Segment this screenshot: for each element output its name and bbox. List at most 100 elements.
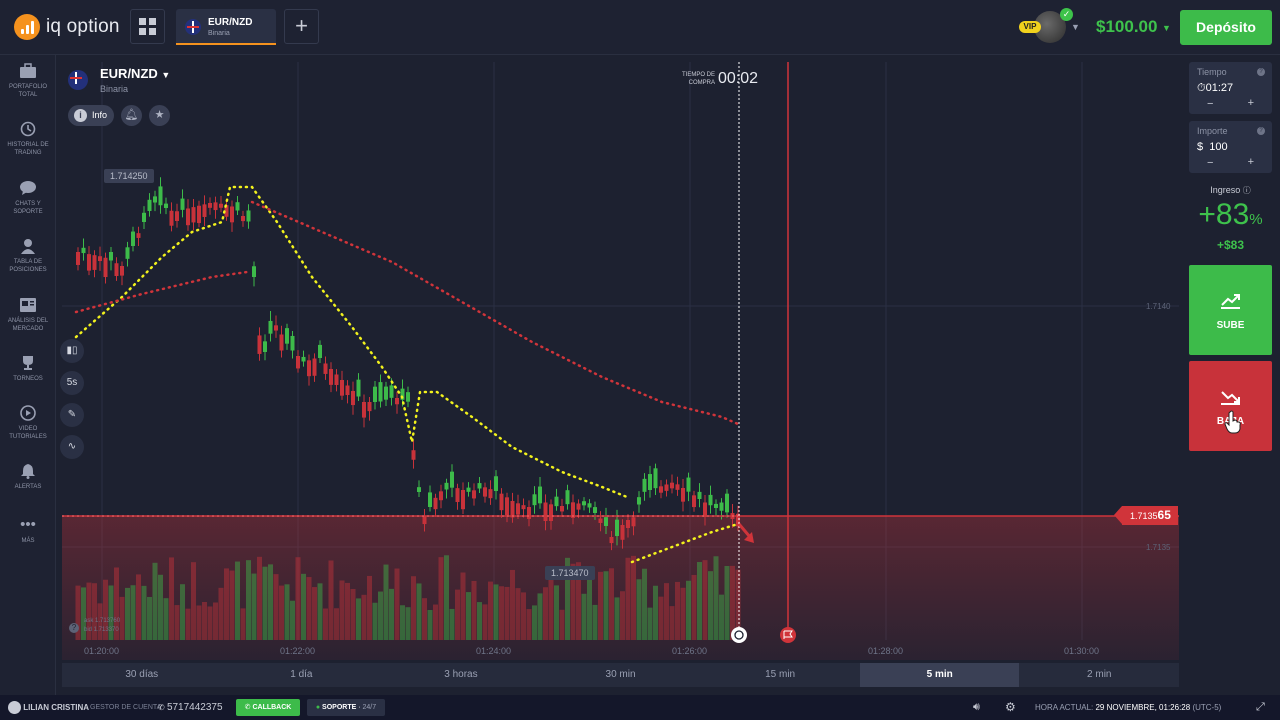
volume-bar	[642, 568, 647, 640]
stopwatch-icon[interactable]	[731, 627, 747, 643]
period-2-min[interactable]: 2 min	[1087, 669, 1112, 680]
volume-bar	[103, 579, 108, 640]
star-icon[interactable]: ★	[149, 105, 170, 126]
volume-bar	[438, 557, 444, 640]
candle	[582, 501, 586, 506]
chart-asset-type: Binaria	[100, 84, 129, 94]
callback-button[interactable]: ✆ CALLBACK	[236, 699, 300, 716]
candle	[609, 537, 614, 544]
chart-type-candles-icon[interactable]: ▮▯	[60, 339, 84, 363]
amount-box[interactable]: Importe ? $ 100 − +	[1189, 121, 1272, 173]
sidebar-item-chat[interactable]: CHATS Y SOPORTE	[0, 180, 56, 216]
asset-tab-eur-nzd[interactable]: EUR/NZD Binaria	[176, 9, 276, 45]
volume-bar	[317, 583, 323, 640]
x-tick-label: 01:22:00	[280, 646, 316, 656]
fullscreen-icon[interactable]: ⤢	[1256, 701, 1265, 713]
candle	[736, 513, 740, 527]
avatar-caret-icon[interactable]: ▼	[1071, 22, 1080, 32]
volume-bar	[521, 592, 526, 640]
price-chart[interactable]	[62, 62, 1179, 660]
balance-value[interactable]: $100.00	[1096, 17, 1158, 36]
pencil-icon[interactable]: ✎	[60, 403, 84, 427]
help-icon[interactable]: ?	[1257, 68, 1265, 76]
candle	[373, 386, 377, 402]
timeframe-button[interactable]: 5s	[60, 371, 84, 395]
volume-bar	[669, 606, 675, 640]
amount-increase-button[interactable]: +	[1247, 156, 1254, 168]
asset-grid-button[interactable]	[130, 9, 165, 44]
help-icon[interactable]: ?	[1257, 127, 1265, 135]
candle	[488, 489, 493, 499]
time-value[interactable]: ⏱01:27	[1197, 82, 1234, 94]
briefcase-icon	[20, 63, 36, 78]
add-asset-button[interactable]: +	[284, 9, 319, 44]
bell-icon[interactable]: 🔔︎	[121, 105, 142, 126]
period-30-min[interactable]: 30 min	[605, 669, 636, 680]
sidebar-item-portfolio[interactable]: PORTAFOLIO TOTAL	[0, 63, 56, 99]
volume-bar	[592, 604, 598, 640]
put-down-button[interactable]: BAJA	[1189, 361, 1272, 451]
chart-asset-name[interactable]: EUR/NZD ▼	[100, 66, 171, 81]
user-name: LILIAN CRISTINA	[23, 703, 90, 712]
volume-bar	[312, 587, 317, 640]
bottom-bar: LILIAN CRISTINA GESTOR DE CUENTA ✆ 57174…	[0, 695, 1280, 720]
logo-text: iq option	[46, 16, 120, 37]
sidebar-item-leaderboard[interactable]: TABLA DE POSICIONES	[0, 238, 56, 274]
candle	[235, 202, 240, 211]
period-1-day[interactable]: 1 día	[290, 669, 313, 680]
candle	[92, 255, 97, 270]
period-15-min[interactable]: 15 min	[765, 669, 796, 680]
phone-number[interactable]: ✆ 5717442375	[158, 702, 223, 713]
sidebar-item-market-analysis[interactable]: ANÁLISIS DEL MERCADO	[0, 297, 56, 333]
period-30-days[interactable]: 30 días	[125, 669, 159, 680]
deal-arrow-icon	[737, 523, 754, 543]
volume-bar	[515, 588, 521, 640]
volume-bar	[301, 573, 306, 640]
sidebar-item-alerts[interactable]: ALERTAS	[0, 463, 56, 491]
chart-down-icon	[1221, 391, 1240, 405]
candle	[554, 496, 559, 507]
time-decrease-button[interactable]: −	[1207, 98, 1214, 110]
support-button[interactable]: ● SOPORTE · 24/7	[307, 699, 385, 716]
volume-bar	[191, 562, 196, 640]
help-icon[interactable]: ⓘ	[1242, 186, 1251, 195]
newspaper-icon	[20, 298, 36, 312]
expiration-time-box[interactable]: Tiempo ? ⏱01:27 − +	[1189, 62, 1272, 114]
chevron-down-icon[interactable]: ▼	[161, 70, 171, 80]
sidebar-item-tournaments[interactable]: TORNEOS	[0, 355, 56, 383]
volume-bar	[108, 585, 114, 640]
time-increase-button[interactable]: +	[1247, 97, 1254, 109]
candle	[648, 474, 652, 490]
volume-bar	[180, 584, 185, 640]
history-icon	[20, 121, 36, 137]
balance-caret-icon[interactable]: ▼	[1162, 23, 1171, 33]
user-info[interactable]: LILIAN CRISTINA	[8, 695, 89, 720]
settings-gear-icon[interactable]: ⚙	[1005, 700, 1016, 714]
finish-flag-icon[interactable]	[780, 627, 796, 643]
volume-bar	[383, 564, 389, 640]
amount-value[interactable]: $ 100	[1197, 141, 1228, 153]
period-5-min[interactable]: 5 min	[859, 663, 1020, 687]
sidebar-item-video-tutorials[interactable]: VIDEO TUTORIALES	[0, 405, 56, 441]
candle	[571, 502, 575, 518]
candle	[714, 503, 718, 508]
sidebar-item-more[interactable]: ••• MÁS	[0, 517, 56, 545]
iq-option-logo[interactable]: iq option	[14, 14, 120, 40]
volume-bar	[416, 583, 422, 640]
deposit-button[interactable]: Depósito	[1180, 10, 1272, 45]
sidebar-item-history[interactable]: HISTORIAL DE TRADING	[0, 121, 56, 157]
candle	[345, 385, 350, 396]
amount-decrease-button[interactable]: −	[1207, 157, 1214, 169]
x-tick-label: 01:30:00	[1064, 646, 1100, 656]
volume-icon[interactable]: 🔊︎	[973, 701, 980, 713]
volume-bar	[295, 557, 301, 640]
x-tick-label: 01:24:00	[476, 646, 512, 656]
candle	[719, 502, 724, 511]
call-up-button[interactable]: SUBE	[1189, 265, 1272, 355]
indicators-icon[interactable]: ∿	[60, 435, 84, 459]
volume-bar	[334, 608, 339, 640]
info-button[interactable]: Info	[68, 105, 114, 126]
help-icon[interactable]: ?	[69, 623, 79, 633]
candle	[120, 266, 124, 276]
period-3-hours[interactable]: 3 horas	[444, 669, 478, 680]
